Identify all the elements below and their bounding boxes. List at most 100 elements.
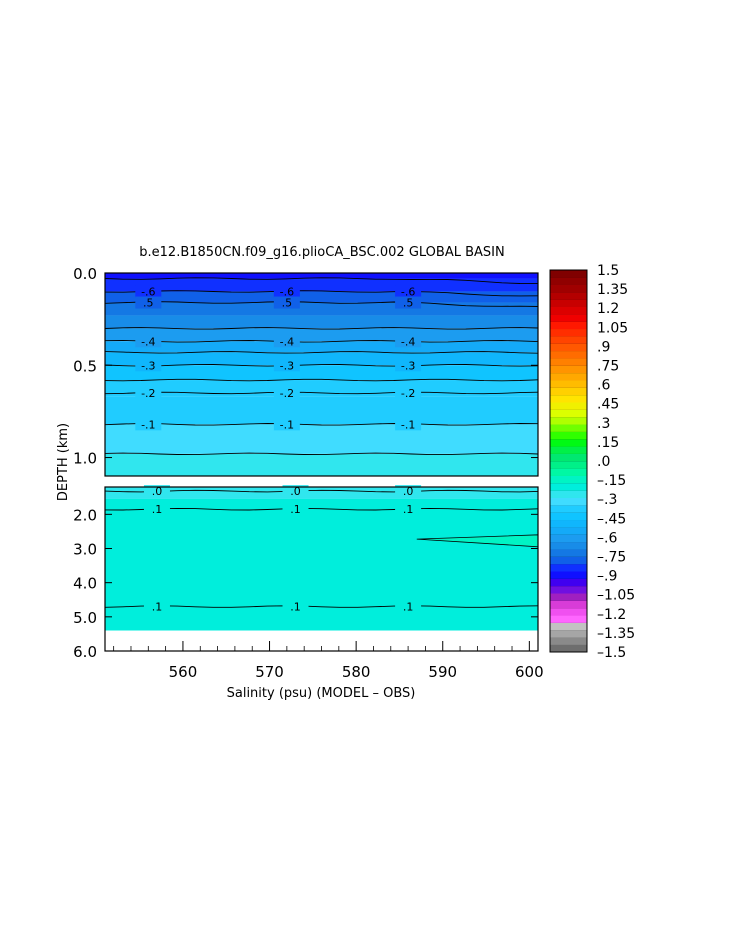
colorbar-label-11: –.15 <box>597 473 626 489</box>
contour-label-bg <box>135 418 162 431</box>
contour-label-upper-4-2: -.4 <box>401 335 415 348</box>
x-tick-label-0: 560 <box>169 663 198 681</box>
colorbar-label-19: –1.35 <box>597 626 635 642</box>
band-upper-12 <box>105 453 538 476</box>
colorbar-cell-40 <box>550 350 587 359</box>
colorbar-cell-27 <box>550 446 587 454</box>
contour-label-upper-2-0: .5 <box>143 297 154 310</box>
colorbar-label-3: 1.05 <box>597 320 628 336</box>
colorbar-cell-19 <box>550 505 587 513</box>
band-upper-10 <box>105 396 538 425</box>
colorbar-cell-23 <box>550 475 587 484</box>
chart-title: b.e12.B1850CN.f09_g16.plioCA_BSC.002 GLO… <box>139 245 504 260</box>
contour-label-bg <box>273 296 300 309</box>
colorbar-cell-49 <box>550 284 587 293</box>
colorbar-cell-6 <box>550 600 587 609</box>
contour-label-bg <box>273 285 300 298</box>
colorbar-cell-7 <box>550 593 587 601</box>
colorbar-cell-47 <box>550 299 587 308</box>
colorbar-cell-32 <box>550 409 587 418</box>
x-tick-label-3: 590 <box>428 663 457 681</box>
colorbar-cell-12 <box>550 556 587 565</box>
contour-label-upper-4-1: -.4 <box>280 335 294 348</box>
contour-label-upper-8-2: -.2 <box>401 387 415 400</box>
colorbar-cell-29 <box>550 431 587 440</box>
contour-label-upper-2-2: .5 <box>403 297 414 310</box>
contour-line-upper-10 <box>104 452 539 456</box>
contour-label-bg <box>273 359 300 372</box>
contour-label-upper-1-1: -.6 <box>280 285 294 298</box>
colorbar-label-13: –.45 <box>597 511 626 527</box>
contour-label-lower-2-0: .1 <box>152 601 163 614</box>
contour-line-lower-1 <box>104 507 539 511</box>
colorbar-label-18: –1.2 <box>597 607 626 623</box>
contour-label-upper-1-2: -.6 <box>401 285 415 298</box>
contour-label-lower-2-1: .1 <box>290 601 301 614</box>
band-upper-0 <box>105 273 538 279</box>
y-axis-label: DEPTH (km) <box>56 423 71 501</box>
contour-label-upper-9-1: -.1 <box>280 418 294 431</box>
x-axis: 560 570 580 590 600 <box>113 641 544 681</box>
contour-line-upper-3 <box>104 327 539 330</box>
colorbar-cell-21 <box>550 490 587 499</box>
contour-label-lower-0-2: .0 <box>403 485 414 498</box>
y-tick-label-lower-1: 3.0 <box>73 541 97 559</box>
colorbar-cell-48 <box>550 292 587 300</box>
colorbar-cell-8 <box>550 585 587 594</box>
colorbar-cell-20 <box>550 497 587 506</box>
contour-line-upper-7 <box>104 378 539 382</box>
colorbar-label-17: –1.05 <box>597 588 635 604</box>
colorbar-cell-9 <box>550 578 587 587</box>
y-tick-label-lower-0: 2.0 <box>73 506 97 524</box>
x-tick-label-4: 600 <box>515 663 544 681</box>
colorbar-cell-22 <box>550 483 587 491</box>
contour-label-bg <box>282 600 309 613</box>
contour-label-bg <box>395 600 422 613</box>
contour-label-lower-1-1: .1 <box>290 503 301 516</box>
contour-label-bg <box>273 386 300 399</box>
colorbar-cell-3 <box>550 622 587 631</box>
x-tick-label-2: 580 <box>342 663 371 681</box>
band-lower-0 <box>105 487 538 499</box>
band-upper-9 <box>105 380 538 397</box>
colorbar-label-7: .45 <box>597 397 619 413</box>
panel-upper: -.6 -.6 -.6.5.5.5-.4 -.4 -.4-.3 -.3 -.3-.2 -.2-… <box>73 265 539 477</box>
y-tick-label-upper-2: 1.0 <box>73 450 97 468</box>
contour-label-upper-9-0: -.1 <box>141 418 155 431</box>
y-tick-label-upper-0: 0.0 <box>73 265 97 283</box>
colorbar-cell-38 <box>550 365 587 374</box>
colorbar-cell-33 <box>550 402 587 410</box>
contour-label-upper-6-1: -.3 <box>280 359 294 372</box>
colorbar-label-9: .15 <box>597 435 619 451</box>
contour-label-bg <box>135 359 162 372</box>
contour-label-bg <box>273 335 300 348</box>
contour-label-bg <box>135 386 162 399</box>
colorbar-cell-35 <box>550 387 587 396</box>
colorbar-cell-11 <box>550 563 587 572</box>
colorbar-label-5: .75 <box>597 359 619 375</box>
contour-label-lower-2-2: .1 <box>403 601 414 614</box>
contour-line-upper-4 <box>104 340 539 343</box>
colorbar-cell-28 <box>550 438 587 447</box>
contour-label-bg <box>282 485 309 498</box>
contour-line-upper-1 <box>104 290 539 297</box>
colorbar-cell-13 <box>550 549 587 557</box>
colorbar-cell-14 <box>550 541 587 550</box>
band-upper-7 <box>105 352 538 366</box>
contour-line-upper-2 <box>104 301 539 307</box>
contour-line-lower-0 <box>104 489 539 493</box>
contour-line-upper-9 <box>104 423 539 426</box>
colorbar-label-0: 1.5 <box>597 263 619 279</box>
colorbar-cell-15 <box>550 534 587 543</box>
colorbar-label-14: –.6 <box>597 530 617 546</box>
band-upper-6 <box>105 341 538 353</box>
contour-line-upper-0 <box>104 277 539 285</box>
colorbar-cell-41 <box>550 343 587 352</box>
panel-frame-upper <box>104 272 539 477</box>
colorbar-cell-0 <box>550 644 587 653</box>
contour-label-bg <box>395 296 422 309</box>
contour-label-lower-1-0: .1 <box>152 503 163 516</box>
contour-label-bg <box>282 503 309 516</box>
